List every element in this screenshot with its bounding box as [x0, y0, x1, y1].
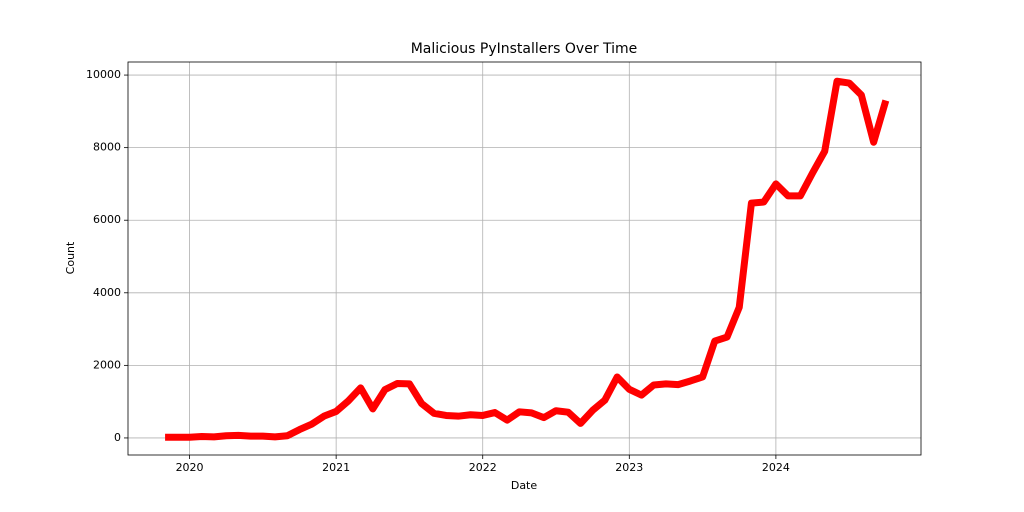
- y-tick-label: 8000: [93, 141, 121, 154]
- x-tick-label: 2024: [762, 461, 790, 474]
- y-tick-label: 6000: [93, 213, 121, 226]
- chart-title: Malicious PyInstallers Over Time: [411, 41, 638, 57]
- data-line: [165, 77, 890, 441]
- y-tick-label: 4000: [93, 286, 121, 299]
- y-tick-label: 2000: [93, 358, 121, 371]
- x-tick-label: 2023: [615, 461, 643, 474]
- y-axis-label: Count: [64, 241, 77, 274]
- x-axis-label: Date: [511, 479, 538, 492]
- x-tick-label: 2020: [176, 461, 204, 474]
- x-tick-label: 2022: [469, 461, 497, 474]
- x-tick-label: 2021: [322, 461, 350, 474]
- y-tick-label: 0: [114, 431, 121, 444]
- plot-frame: [127, 61, 922, 456]
- y-tick-label: 10000: [86, 68, 121, 81]
